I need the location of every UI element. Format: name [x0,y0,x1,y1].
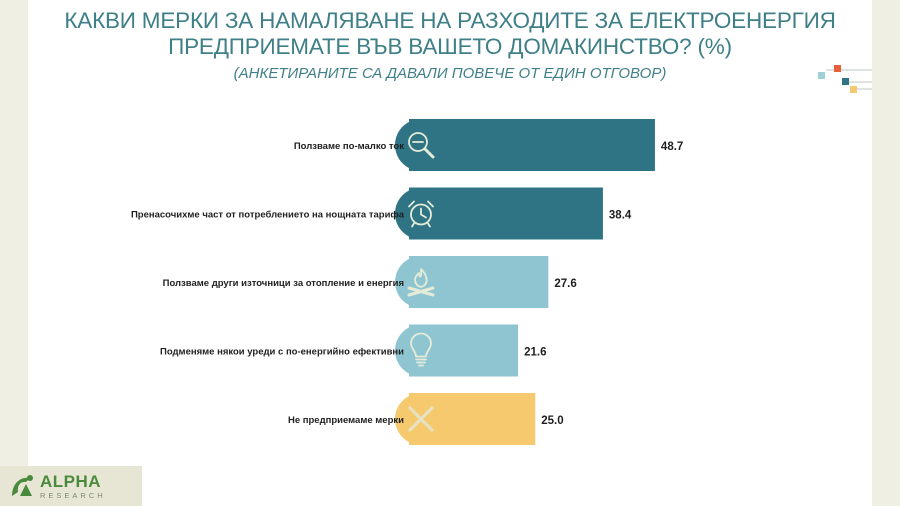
data-label: 48.7 [661,141,683,153]
category-label: Не предприемаме мерки [288,415,404,426]
category-label: Ползваме по-малко ток [294,141,404,152]
bar-icon-badge [395,324,447,377]
title-line-1: КАКВИ МЕРКИ ЗА НАМАЛЯВАНЕ НА РАЗХОДИТЕ З… [64,8,836,33]
cross-icon [408,406,434,432]
data-label: 21.6 [524,347,546,359]
bar [409,119,655,171]
logo-sub-text: RESEARCH [40,490,106,500]
left-margin-strip [0,0,28,466]
data-label: 25.0 [541,415,563,427]
alarm-clock-icon [408,200,434,228]
category-label: Ползваме други източници за отопление и … [163,278,404,289]
chart-title: КАКВИ МЕРКИ ЗА НАМАЛЯВАНЕ НА РАЗХОДИТЕ З… [28,8,872,60]
chart-subtitle: (АНКЕТИРАНИТЕ СА ДАВАЛИ ПОВЕЧЕ ОТ ЕДИН О… [233,65,667,82]
data-label: 38.4 [609,210,632,222]
category-label: Подменяме някои уреди с по-енергийно ефе… [160,347,404,358]
data-label: 27.6 [554,278,576,290]
alpha-logo-mark-icon [12,475,33,496]
decorative-squares-graphic [818,65,872,93]
category-label: Пренасочихме част от потреблението на но… [131,210,405,221]
magnifier-minus-icon [408,132,435,159]
logo-brand-text: ALPHA [40,471,102,491]
lightbulb-icon [410,332,432,367]
right-margin-strip [872,0,900,506]
title-line-2: ПРЕДПРИЕМАТЕ ВЪВ ВАШЕТО ДОМАКИНСТВО? (%) [168,34,732,59]
alpha-research-logo: ALPHA RESEARCH [0,466,142,506]
campfire-icon [407,268,435,297]
